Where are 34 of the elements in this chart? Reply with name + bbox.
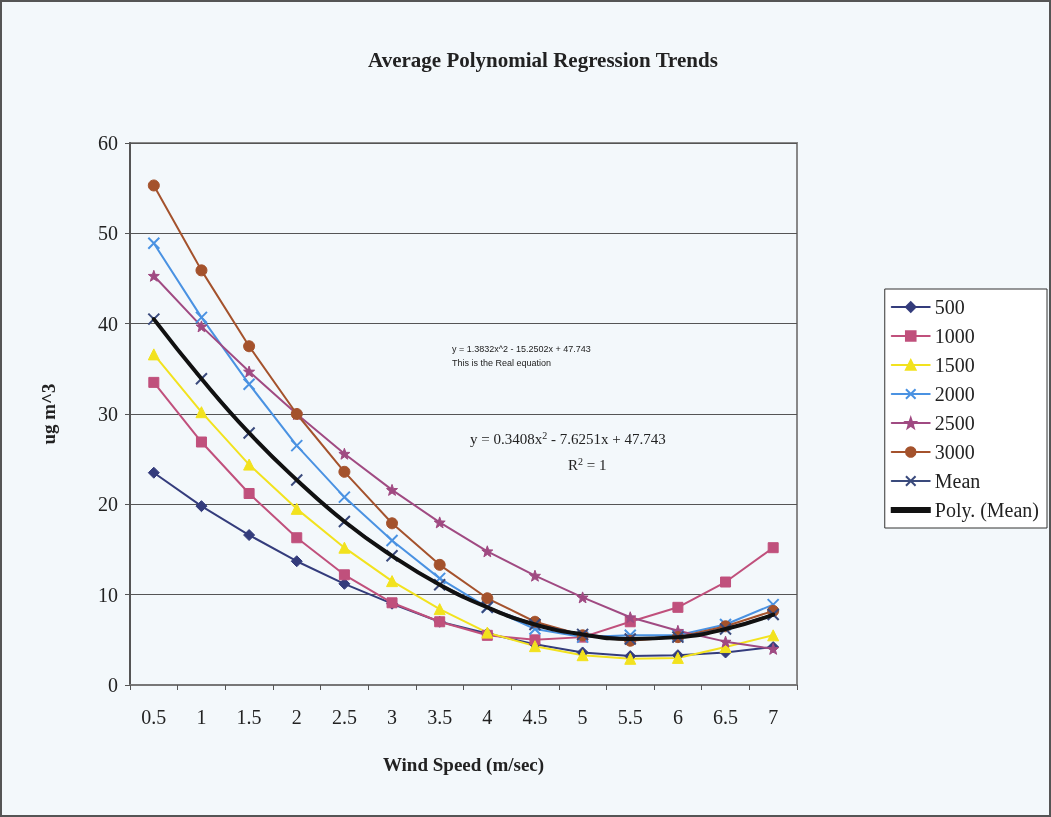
x-tick-label: 0.5 <box>141 706 167 728</box>
x-tick-label: 1.5 <box>236 706 262 728</box>
x-tick-label: 5 <box>577 706 588 728</box>
legend-label: 3000 <box>934 441 975 463</box>
annotation: y = 1.3832x^2 - 15.2502x + 47.743 <box>452 343 591 354</box>
x-tick-label: 6.5 <box>713 706 739 728</box>
x-tick-label: 4 <box>482 706 493 728</box>
y-tick-label: 0 <box>108 674 118 696</box>
y-axis-title: ug m^3 <box>38 383 59 445</box>
x-tick-label: 6 <box>672 706 683 728</box>
x-tick-label: 2.5 <box>331 706 357 728</box>
x-tick-label: 1 <box>196 706 207 728</box>
legend-label: 2000 <box>934 383 975 405</box>
y-tick-label: 10 <box>98 583 118 606</box>
legend-label: 1000 <box>934 325 975 347</box>
x-axis-title: Wind Speed (m/sec) <box>382 754 545 776</box>
annotation: This is the Real equation <box>452 357 552 368</box>
y-tick-label: 60 <box>98 132 118 154</box>
legend-label: 2500 <box>934 412 975 434</box>
legend-label: Mean <box>934 470 981 492</box>
y-tick-label: 20 <box>98 493 118 516</box>
y-tick-label: 40 <box>98 312 118 335</box>
x-tick-label: 2 <box>291 706 302 728</box>
y-tick-label: 30 <box>98 403 118 425</box>
x-tick-label: 3.5 <box>427 706 453 728</box>
x-tick-label: 3 <box>387 706 398 728</box>
legend-label: 1500 <box>934 354 975 376</box>
y-tick-label: 50 <box>98 222 118 245</box>
legend-label: 500 <box>934 296 965 318</box>
x-tick-label: 7 <box>768 706 779 728</box>
chart-title: Average Polynomial Regression Trends <box>368 47 718 72</box>
x-tick-label: 5.5 <box>617 706 643 728</box>
legend-label: Poly. (Mean) <box>934 499 1040 522</box>
x-tick-label: 4.5 <box>522 706 548 728</box>
